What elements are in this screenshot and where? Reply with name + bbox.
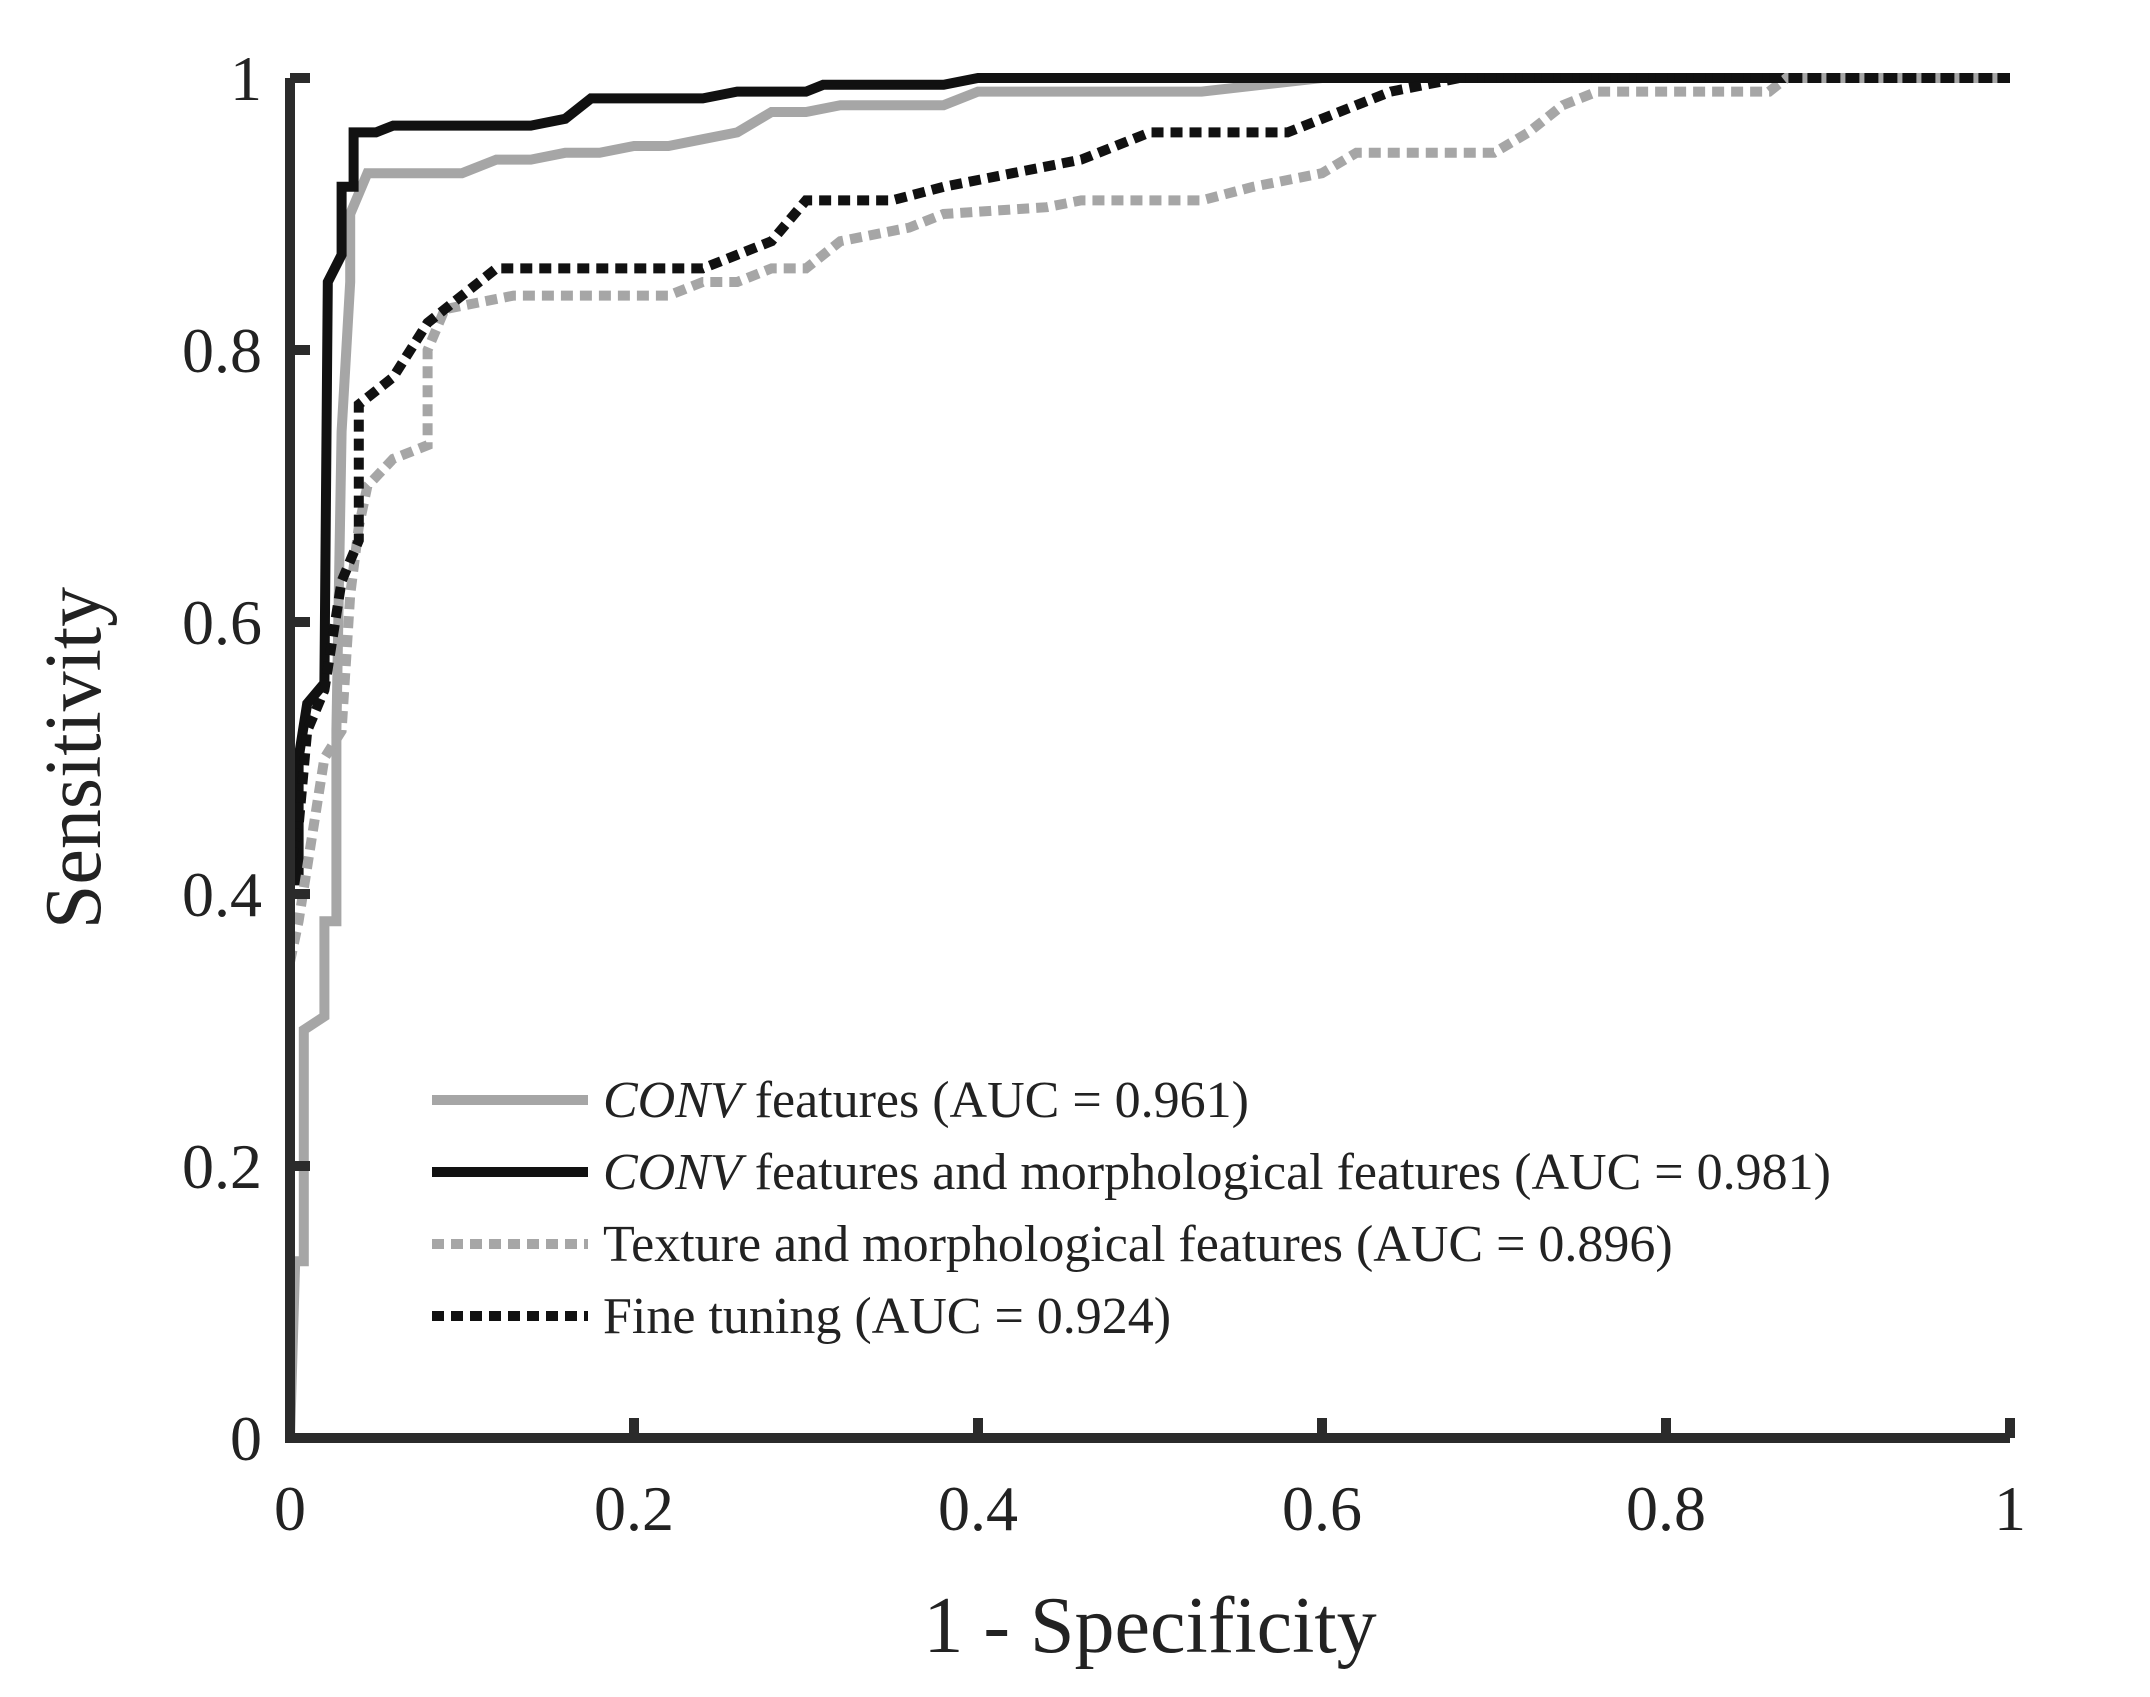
y-axis-title: Sensitivity: [30, 587, 118, 929]
y-tick-label: 0.2: [182, 1131, 262, 1202]
legend: CONV features (AUC = 0.961) CONV features…: [432, 1072, 1831, 1345]
y-tick-label: 0.4: [182, 859, 262, 930]
x-tick-label: 0.4: [938, 1473, 1018, 1544]
legend-label-2: CONV features and morphological features…: [603, 1144, 1831, 1201]
axes-layer: [285, 78, 2010, 1443]
y-tick-label: 1: [230, 43, 262, 114]
x-tick-label: 1: [1994, 1473, 2026, 1544]
legend-label-1: CONV features (AUC = 0.961): [603, 1072, 1249, 1129]
y-tick-label: 0: [230, 1403, 262, 1474]
x-tick-label: 0.8: [1626, 1473, 1706, 1544]
x-axis-title: 1 - Specificity: [923, 1582, 1376, 1670]
legend-label-4: Fine tuning (AUC = 0.924): [603, 1288, 1171, 1345]
series-line-3: [285, 73, 2010, 964]
y-tick-label: 0.6: [182, 587, 262, 658]
ticks-layer: 0 0.2 0.4 0.6 0.8 1 0 0.2 0.4 0.6 0.8 1: [182, 43, 2026, 1544]
legend-label-3: Texture and morphological features (AUC …: [603, 1216, 1673, 1273]
series-line-4: [285, 73, 2010, 1030]
series-line-1: [285, 73, 2010, 1439]
x-tick-label: 0: [274, 1473, 306, 1544]
x-tick-label: 0.2: [594, 1473, 674, 1544]
series-line-2: [285, 73, 2010, 1438]
x-tick-label: 0.6: [1282, 1473, 1362, 1544]
series-layer: [285, 73, 2010, 1439]
y-tick-label: 0.8: [182, 315, 262, 386]
